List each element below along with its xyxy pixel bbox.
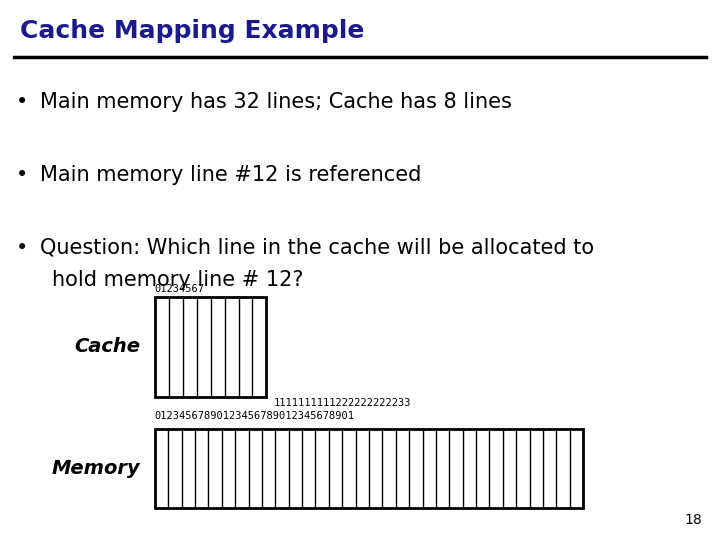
Text: •: • xyxy=(16,165,28,185)
Text: Cache: Cache xyxy=(74,338,140,356)
Text: Question: Which line in the cache will be allocated to: Question: Which line in the cache will b… xyxy=(40,238,594,258)
Text: 1111111111222222222233: 1111111111222222222233 xyxy=(274,397,411,408)
Text: 01234567890123456789012345678901: 01234567890123456789012345678901 xyxy=(155,411,355,421)
Text: 18: 18 xyxy=(684,512,702,526)
Text: Cache Mapping Example: Cache Mapping Example xyxy=(20,19,364,43)
Text: •: • xyxy=(16,92,28,112)
Text: 01234567: 01234567 xyxy=(155,284,204,294)
Text: Main memory has 32 lines; Cache has 8 lines: Main memory has 32 lines; Cache has 8 li… xyxy=(40,92,511,112)
Text: Main memory line #12 is referenced: Main memory line #12 is referenced xyxy=(40,165,421,185)
Bar xyxy=(155,429,583,508)
Text: •: • xyxy=(16,238,28,258)
Text: Memory: Memory xyxy=(52,459,140,478)
Bar xyxy=(155,297,266,397)
Text: hold memory line # 12?: hold memory line # 12? xyxy=(52,270,303,290)
